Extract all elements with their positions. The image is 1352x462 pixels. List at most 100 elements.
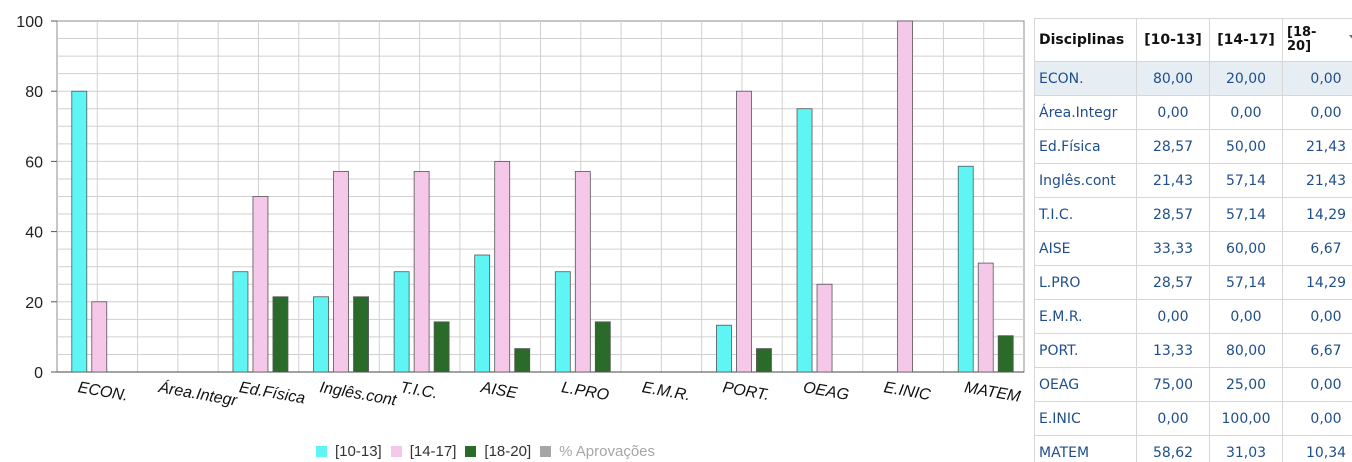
table-cell-value: 80,00 [1136,61,1210,96]
table-cell-value: 13,33 [1136,333,1210,368]
bar-[10-13] [393,271,410,373]
table-cell-value: 28,57 [1136,129,1210,164]
bar-[10-13] [796,108,813,373]
table-cell-value: 25,00 [1209,367,1283,402]
bar-[18-20] [514,348,531,373]
table-cell-value: 0,00 [1282,367,1352,402]
table-cell-disciplina: ECON. [1034,61,1137,96]
legend-item[interactable]: [18-20] [465,443,531,460]
table-cell-value: 20,00 [1209,61,1283,96]
bar-[10-13] [313,296,329,373]
bar-[14-17] [413,171,430,373]
bar-[18-20] [433,321,450,373]
data-table: Disciplinas [10-13] [14-17] [18- 20] ECO… [1034,18,1352,462]
y-tick-label: 0 [34,365,43,382]
table-row[interactable]: ECON. 80,00 20,00 0,00 [1034,61,1352,96]
bar-[14-17] [494,160,511,373]
table-header-row: Disciplinas [10-13] [14-17] [18- 20] [1034,18,1352,62]
table-row[interactable]: Ed.Física 28,57 50,00 21,43 [1034,129,1352,164]
column-header-18-20[interactable]: [18- 20] [1282,18,1352,62]
bar-[14-17] [816,283,833,373]
table-cell-disciplina: Área.Integr [1034,95,1137,130]
table-cell-value: 21,43 [1136,163,1210,198]
table-cell-value: 6,67 [1282,231,1352,266]
data-table-panel[interactable]: Disciplinas [10-13] [14-17] [18- 20] ECO… [1034,18,1352,462]
table-cell-value: 0,00 [1136,299,1210,334]
table-cell-value: 14,29 [1282,265,1352,300]
y-tick-label: 20 [25,295,43,312]
table-row[interactable]: E.INIC 0,00 100,00 0,00 [1034,401,1352,436]
bar-[14-17] [897,20,914,373]
bar-[18-20] [353,296,369,373]
table-cell-value: 0,00 [1282,299,1352,334]
table-row[interactable]: E.M.R. 0,00 0,00 0,00 [1034,299,1352,334]
legend-swatch [540,446,552,457]
bar-[10-13] [71,90,88,373]
column-header-18-20-line2: 20] [1287,39,1312,54]
table-row[interactable]: T.I.C. 28,57 57,14 14,29 [1034,197,1352,232]
bar-[10-13] [957,165,974,373]
table-cell-value: 58,62 [1136,435,1210,462]
bar-[10-13] [474,254,491,373]
table-row[interactable]: Área.Integr 0,00 0,00 0,00 [1034,95,1352,130]
bar-[18-20] [997,335,1014,373]
y-tick-label: 40 [25,225,43,242]
table-cell-value: 28,57 [1136,265,1210,300]
table-cell-value: 50,00 [1209,129,1283,164]
x-tick-label: E.M.R. [641,379,692,404]
x-tick-label: Área.Integr [156,377,239,410]
column-header-14-17[interactable]: [14-17] [1209,18,1283,62]
table-cell-value: 10,34 [1282,435,1352,462]
table-cell-value: 0,00 [1209,299,1283,334]
sort-desc-icon[interactable] [1349,35,1352,42]
x-tick-label: Inglês.cont [318,379,398,409]
table-cell-disciplina: E.M.R. [1034,299,1137,334]
chart-panel: 0 20 40 60 80 100 ECON. Área.Integr Ed.Física Ing… [16,14,1025,460]
legend-label: % Aprovações [559,443,655,460]
x-tick-label: E.INIC [882,379,932,404]
x-tick-label: T.I.C. [399,379,439,402]
table-row[interactable]: AISE 33,33 60,00 6,67 [1034,231,1352,266]
bar-[14-17] [574,171,591,373]
legend-label: [14-17] [409,443,457,460]
table-cell-disciplina: Inglês.cont [1034,163,1137,198]
table-cell-value: 28,57 [1136,197,1210,232]
table-cell-disciplina: PORT. [1034,333,1137,368]
x-tick-label: PORT. [721,379,770,404]
table-cell-value: 0,00 [1282,95,1352,130]
table-row[interactable]: MATEM 58,62 31,03 10,34 [1034,435,1352,462]
bar-chart: 0 20 40 60 80 100 ECON. Área.Integr Ed.Física Ing… [16,14,1025,410]
table-cell-value: 60,00 [1209,231,1283,266]
table-cell-value: 6,67 [1282,333,1352,368]
table-row[interactable]: Inglês.cont 21,43 57,14 21,43 [1034,163,1352,198]
table-cell-value: 57,14 [1209,265,1283,300]
bar-[10-13] [232,271,249,373]
table-cell-disciplina: T.I.C. [1034,197,1137,232]
column-header-10-13[interactable]: [10-13] [1136,18,1210,62]
table-cell-disciplina: OEAG [1034,367,1137,402]
legend-swatch [316,446,327,457]
bar-[18-20] [272,296,289,373]
table-cell-value: 0,00 [1282,61,1352,96]
table-cell-disciplina: AISE [1034,231,1137,266]
legend-swatch [390,446,402,457]
table-cell-value: 57,14 [1209,197,1283,232]
x-tick-label: MATEM [963,379,1022,406]
legend-item[interactable]: [14-17] [390,443,457,460]
table-row[interactable]: OEAG 75,00 25,00 0,00 [1034,367,1352,402]
bar-[14-17] [333,171,349,373]
column-header-disciplinas[interactable]: Disciplinas [1034,18,1137,62]
bar-[14-17] [736,90,752,373]
table-row[interactable]: L.PRO 28,57 57,14 14,29 [1034,265,1352,300]
column-header-18-20-line1: [18- [1287,25,1317,40]
legend-item[interactable]: % Aprovações [540,443,655,460]
table-cell-disciplina: Ed.Física [1034,129,1137,164]
bar-[14-17] [977,262,994,373]
table-cell-value: 0,00 [1282,401,1352,436]
legend-item[interactable]: [10-13] [316,443,382,460]
table-row[interactable]: PORT. 13,33 80,00 6,67 [1034,333,1352,368]
x-tick-label: ECON. [77,379,130,405]
table-cell-value: 14,29 [1282,197,1352,232]
bar-[18-20] [756,348,772,373]
table-cell-value: 57,14 [1209,163,1283,198]
